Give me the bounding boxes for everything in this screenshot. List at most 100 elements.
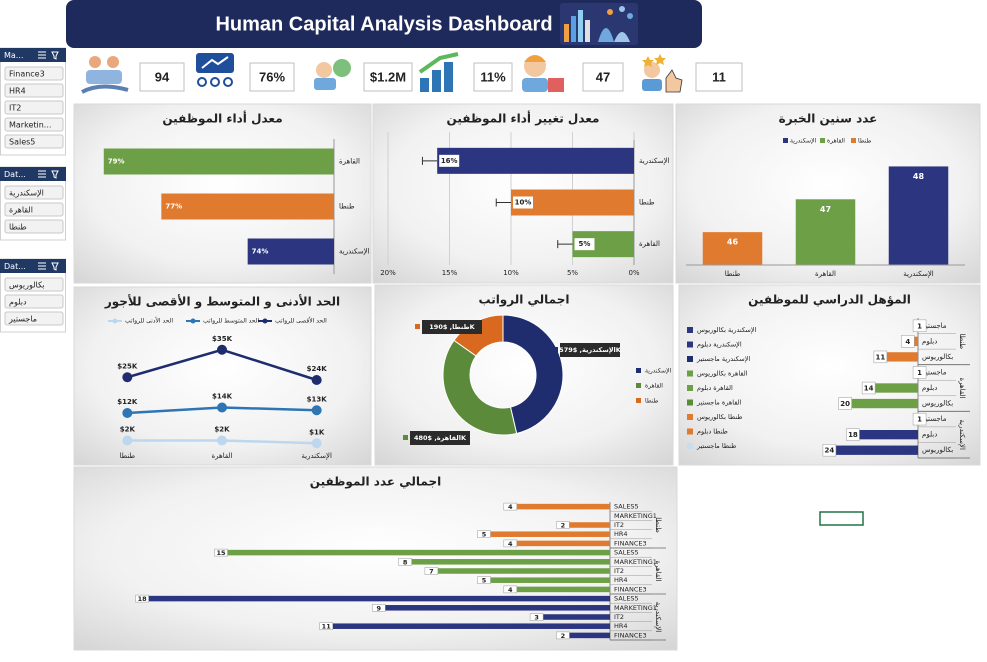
- slicer-item[interactable]: [4, 311, 64, 326]
- bar: [504, 503, 610, 510]
- legend-label: الإسكندرية دبلوم: [697, 341, 742, 349]
- slicer-item[interactable]: [4, 202, 64, 217]
- slicer-item[interactable]: [4, 83, 64, 98]
- y-tick-label: القاهرة: [339, 158, 360, 166]
- bar: [399, 559, 610, 565]
- legend-label: الإسكندرية بكالوريوس: [697, 326, 757, 334]
- slicer-item[interactable]: [4, 117, 64, 132]
- value-label: 4: [508, 540, 513, 548]
- slicer-icon[interactable]: [38, 170, 59, 179]
- value-label-box: [319, 622, 333, 630]
- point: [311, 405, 322, 416]
- bar: [702, 232, 763, 265]
- slicer-item[interactable]: [4, 134, 64, 149]
- point: [217, 435, 227, 446]
- y-tick-label: بكالوريوس: [922, 353, 953, 361]
- group-label: الإسكندرية: [654, 602, 662, 633]
- slicer-item-label: الإسكندرية: [9, 189, 44, 199]
- legend-swatch: [820, 138, 825, 143]
- value-label: 2: [561, 632, 566, 640]
- value-label: 5: [482, 531, 487, 539]
- chart-title: اجمالي الرواتب: [478, 293, 569, 308]
- x-tick-label: القاهرة: [212, 452, 233, 460]
- value-label: 11: [322, 623, 332, 631]
- kpi-box: [139, 62, 185, 92]
- y-tick-label: دبلوم: [922, 337, 937, 345]
- value-label: 46: [727, 238, 739, 247]
- dashboard-title: Human Capital Analysis Dashboard: [215, 13, 552, 35]
- bar: [103, 148, 335, 175]
- value-label-box: [822, 444, 837, 457]
- error-bar: [495, 198, 511, 207]
- bar: [888, 166, 949, 265]
- kpi-value: 76%: [259, 69, 285, 84]
- legend-label: طنطا: [645, 398, 659, 405]
- bar: [847, 430, 918, 440]
- kpi-value: $1.2M: [370, 69, 406, 84]
- slice: [442, 339, 518, 436]
- legend-label: القاهرة: [645, 383, 663, 390]
- kpi-box: [363, 62, 413, 92]
- slicer-item[interactable]: [4, 219, 64, 234]
- selected-cell[interactable]: [819, 511, 864, 526]
- value-label: 4: [508, 586, 513, 594]
- y-tick-label: IT2: [614, 521, 624, 529]
- value-label: 77%: [165, 203, 182, 211]
- slicer-item-label: دبلوم: [9, 298, 27, 307]
- x-tick-label: 20%: [380, 269, 396, 277]
- bar: [215, 549, 610, 556]
- value-label: 1: [917, 416, 922, 424]
- slicer-item[interactable]: [4, 100, 64, 115]
- value-label-box: [838, 397, 852, 410]
- slicer-icon[interactable]: [38, 262, 59, 271]
- chart-title: المؤهل الدراسي للموظفين: [748, 293, 911, 308]
- slicer-title: Dat...: [4, 262, 26, 271]
- value-label: 7: [429, 568, 434, 576]
- point: [122, 408, 133, 418]
- slicer-item[interactable]: [4, 185, 64, 200]
- x-tick-label: طنطا: [120, 452, 136, 460]
- x-tick-label: الإسكندرية: [903, 270, 934, 278]
- legend-label: الحد الأقصى للرواتب: [275, 317, 327, 325]
- value-label: $35K: [212, 335, 233, 343]
- value-label-box: [846, 428, 860, 441]
- kpi-box: [582, 62, 624, 92]
- y-tick-label: SALES5: [614, 503, 639, 511]
- bar: [863, 383, 918, 393]
- value-label: 47: [820, 205, 831, 214]
- legend-swatch: [687, 370, 693, 377]
- slicer-icon[interactable]: [38, 51, 59, 60]
- legend-label: القاهرة: [827, 138, 845, 145]
- legend-label: القاهرة بكالوريوس: [697, 370, 748, 378]
- legend-label: الحد الأدنى للرواتب: [125, 317, 173, 325]
- slicer-item[interactable]: [4, 294, 64, 309]
- value-label-box: [574, 238, 595, 251]
- x-tick-label: 10%: [503, 269, 519, 277]
- y-tick-label: HR4: [614, 530, 628, 538]
- value-label: 74%: [252, 248, 269, 256]
- legend-swatch: [687, 385, 693, 391]
- value-label: 3: [534, 614, 539, 622]
- bar: [504, 540, 610, 547]
- legend-label: الإسكندرية: [645, 368, 672, 375]
- group-label: الإسكندرية: [958, 419, 966, 450]
- value-label: $24K: [307, 365, 328, 373]
- y-tick-label: ماجستير: [921, 322, 947, 330]
- x-tick-label: 5%: [567, 269, 578, 277]
- value-label-box: [912, 319, 927, 332]
- kpi-box: [473, 62, 513, 92]
- slicer-item[interactable]: [4, 66, 64, 81]
- value-label: $14K: [212, 393, 233, 401]
- y-tick-label: FINANCE3: [614, 585, 647, 593]
- y-tick-label: ماجستير: [921, 415, 947, 423]
- slicer-item[interactable]: [4, 277, 64, 292]
- legend-swatch: [687, 341, 693, 348]
- value-label-box: [529, 613, 544, 621]
- value-label-box: [503, 539, 518, 548]
- value-label: 9: [377, 604, 382, 612]
- point: [311, 375, 322, 385]
- value-label: 16%: [441, 157, 458, 165]
- legend-swatch: [687, 414, 693, 420]
- legend-swatch: [636, 368, 641, 373]
